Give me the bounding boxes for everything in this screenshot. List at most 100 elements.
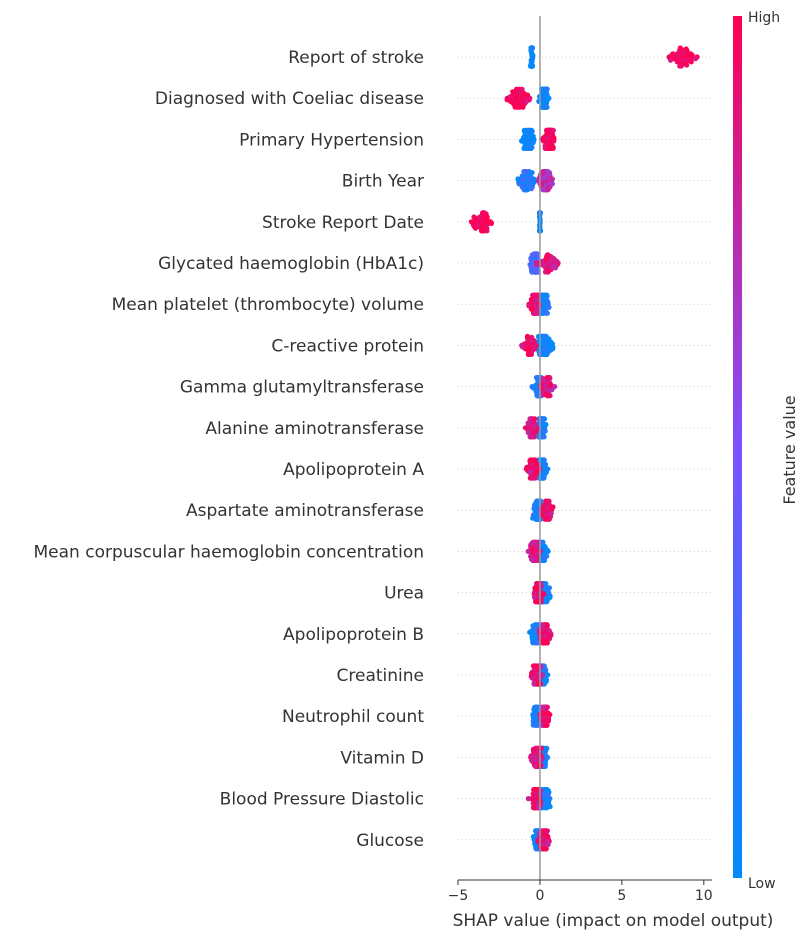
shap-point: [529, 252, 535, 258]
shap-point: [532, 585, 538, 591]
shap-point: [544, 393, 550, 399]
x-tick-label: 10: [695, 888, 713, 904]
colorbar-title: Feature value: [780, 395, 799, 504]
x-ticks: −5 0 5 10: [448, 880, 713, 904]
shap-point: [529, 636, 536, 642]
shap-point: [524, 187, 531, 193]
shap-point: [528, 296, 535, 302]
feature-label: Apolipoprotein B: [283, 625, 424, 645]
shap-point: [539, 557, 546, 564]
shap-point: [511, 102, 517, 108]
shap-point: [507, 94, 513, 100]
shap-point: [515, 176, 521, 182]
shap-point: [547, 804, 553, 810]
shap-point: [524, 92, 531, 98]
shap-point: [546, 516, 552, 522]
shap-point: [488, 220, 495, 226]
shap-point: [530, 140, 536, 146]
shap-point: [544, 375, 550, 381]
shap-point: [531, 457, 537, 463]
shap-point: [529, 758, 535, 764]
shap-point: [528, 306, 534, 312]
shap-point: [530, 834, 537, 840]
shap-point: [542, 471, 548, 477]
shap-point: [533, 375, 540, 381]
shap-point: [520, 344, 526, 350]
shap-point: [545, 718, 552, 724]
shap-point: [548, 347, 554, 353]
shap-point: [527, 145, 533, 151]
shap-point: [545, 596, 551, 602]
shap-point: [540, 622, 546, 628]
x-tick-label: −5: [448, 888, 469, 904]
shap-point: [543, 104, 549, 110]
feature-label: Creatinine: [337, 666, 424, 686]
shap-point: [543, 581, 549, 587]
shap-point: [524, 333, 531, 339]
shap-point: [526, 127, 532, 133]
shap-point: [545, 466, 551, 472]
shap-point: [540, 86, 546, 92]
shap-point: [533, 292, 539, 298]
shap-point: [545, 127, 552, 133]
shap-point: [529, 556, 535, 563]
shap-point: [693, 56, 699, 62]
shap-point: [525, 796, 532, 802]
x-tick-label: 5: [617, 888, 626, 904]
shap-point: [530, 640, 536, 646]
shap-point: [678, 63, 684, 69]
shap-point: [539, 104, 545, 110]
shap-point: [548, 339, 554, 345]
x-axis-title: SHAP value (impact on model output): [453, 911, 774, 931]
shap-point: [542, 428, 548, 434]
feature-label: C-reactive protein: [271, 336, 424, 356]
shap-point: [551, 135, 557, 141]
shap-point: [533, 471, 539, 477]
shap-point: [549, 387, 555, 393]
shap-point: [521, 127, 528, 133]
feature-label: Report of stroke: [288, 48, 424, 68]
shap-point: [540, 672, 546, 678]
shap-point: [528, 45, 535, 51]
shap-point: [530, 133, 536, 139]
feature-label: Blood Pressure Diastolic: [220, 790, 424, 810]
shap-point: [532, 416, 538, 422]
shap-point: [538, 745, 544, 752]
feature-label: Vitamin D: [340, 748, 424, 768]
shap-point: [526, 351, 532, 357]
shap-point: [530, 347, 536, 353]
shap-point: [530, 52, 536, 59]
shap-point: [545, 788, 551, 794]
shap-point: [540, 187, 546, 193]
shap-point: [523, 466, 529, 472]
shap-point: [544, 292, 550, 298]
shap-point: [677, 45, 683, 51]
shap-point: [529, 384, 535, 390]
shap-point: [535, 310, 541, 316]
feature-label: Primary Hypertension: [239, 130, 424, 150]
shap-point: [468, 219, 474, 225]
feature-label: Glycated haemoglobin (HbA1c): [158, 254, 424, 274]
shap-point: [529, 540, 535, 547]
shap-point: [534, 640, 540, 646]
shap-point: [545, 842, 551, 848]
shap-point: [674, 59, 680, 65]
colorbar-high-label: High: [748, 10, 780, 26]
shap-point: [531, 434, 537, 440]
shap-point: [541, 846, 547, 852]
shap-point: [529, 670, 535, 677]
shap-point: [529, 170, 535, 176]
feature-label: Apolipoprotein A: [283, 460, 424, 480]
shap-point: [525, 430, 532, 436]
shap-point: [534, 251, 540, 257]
shap-point: [530, 515, 536, 521]
shap-point: [545, 710, 551, 716]
shap-point: [544, 86, 550, 92]
shap-point: [510, 89, 516, 95]
shap-point: [533, 422, 539, 428]
shap-point: [533, 539, 539, 546]
shap-point: [523, 169, 529, 175]
shap-point: [531, 681, 537, 687]
feature-label: Neutrophil count: [282, 707, 424, 727]
shap-point: [519, 86, 525, 92]
